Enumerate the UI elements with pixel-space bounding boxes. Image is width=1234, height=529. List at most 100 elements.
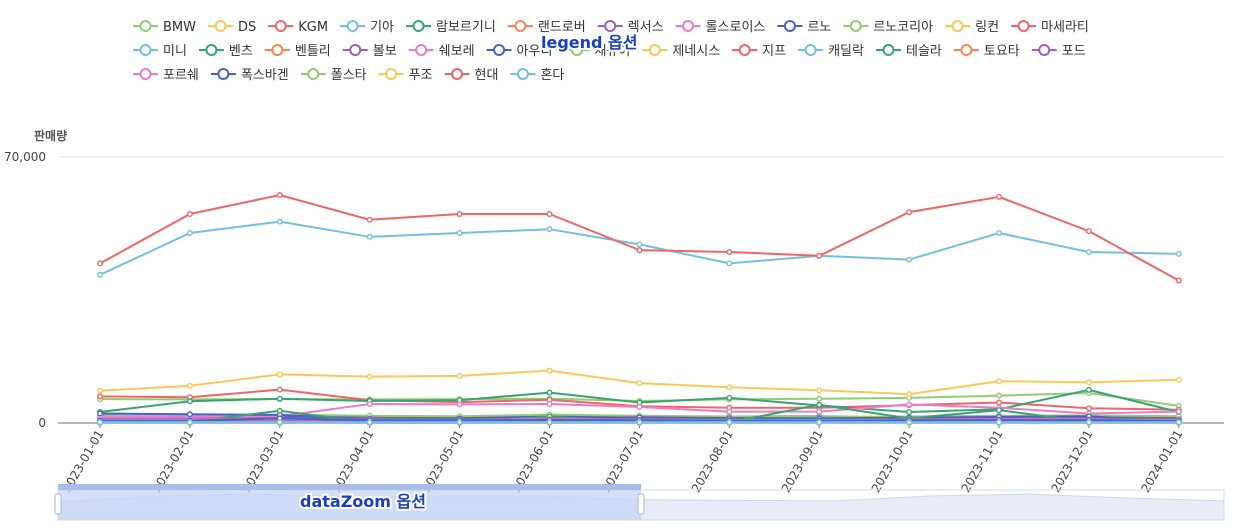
legend-item-현대[interactable]: 현대 <box>444 68 499 83</box>
data-point[interactable] <box>276 386 283 393</box>
data-point[interactable] <box>906 419 913 426</box>
data-point[interactable] <box>996 229 1003 236</box>
data-point[interactable] <box>636 404 643 411</box>
data-point[interactable] <box>186 210 193 217</box>
data-point[interactable] <box>276 407 283 414</box>
data-point[interactable] <box>906 209 913 216</box>
data-point[interactable] <box>906 256 913 263</box>
data-point[interactable] <box>636 419 643 426</box>
data-point[interactable] <box>636 247 643 254</box>
legend-item-포드[interactable]: 포드 <box>1031 44 1086 59</box>
datazoom-range-bar[interactable] <box>58 484 641 490</box>
data-point[interactable] <box>366 419 373 426</box>
data-point[interactable] <box>816 252 823 259</box>
data-point[interactable] <box>816 395 823 402</box>
legend-item-지프[interactable]: 지프 <box>732 44 786 59</box>
data-point[interactable] <box>186 398 193 405</box>
legend-item-캐딜락[interactable]: 캐딜락 <box>798 44 864 59</box>
data-point[interactable] <box>96 393 103 400</box>
data-point[interactable] <box>1085 419 1092 426</box>
data-point[interactable] <box>276 218 283 225</box>
data-point[interactable] <box>546 226 553 233</box>
legend-item-르노코리아[interactable]: 르노코리아 <box>843 20 933 35</box>
legend-item-미니[interactable]: 미니 <box>133 44 187 59</box>
data-point[interactable] <box>546 389 553 396</box>
legend-item-아우디[interactable]: 아우디 <box>486 44 553 59</box>
data-point[interactable] <box>816 387 823 394</box>
data-point[interactable] <box>186 411 193 418</box>
data-point[interactable] <box>996 378 1003 385</box>
legend-item-제네시스[interactable]: 제네시스 <box>642 44 720 59</box>
data-point[interactable] <box>996 407 1003 414</box>
data-point[interactable] <box>996 399 1003 406</box>
data-point[interactable] <box>96 410 103 417</box>
data-point[interactable] <box>996 392 1003 399</box>
data-point[interactable] <box>366 373 373 380</box>
data-point[interactable] <box>906 391 913 398</box>
data-point[interactable] <box>456 401 463 408</box>
data-point[interactable] <box>816 408 823 415</box>
legend-item-쉐보레[interactable]: 쉐보레 <box>408 44 475 59</box>
data-point[interactable] <box>1175 419 1182 426</box>
data-point[interactable] <box>726 384 733 391</box>
legend-item-포르쉐[interactable]: 포르쉐 <box>133 68 199 83</box>
legend-item-롤스로이스[interactable]: 롤스로이스 <box>675 20 766 35</box>
data-point[interactable] <box>96 260 103 267</box>
data-point[interactable] <box>366 216 373 223</box>
data-point[interactable] <box>1175 408 1182 415</box>
data-point[interactable] <box>1085 228 1092 235</box>
data-point[interactable] <box>996 193 1003 200</box>
data-point[interactable] <box>276 371 283 378</box>
data-point[interactable] <box>906 401 913 408</box>
legend-item-푸조[interactable]: 푸조 <box>378 68 433 83</box>
legend-item-BMW[interactable]: BMW <box>133 20 196 35</box>
legend-item-링컨[interactable]: 링컨 <box>945 20 999 35</box>
data-point[interactable] <box>1175 250 1182 257</box>
data-point[interactable] <box>1085 379 1092 386</box>
data-point[interactable] <box>276 395 283 402</box>
legend-item-폭스바겐[interactable]: 폭스바겐 <box>210 68 289 83</box>
data-point[interactable] <box>186 419 193 426</box>
data-point[interactable] <box>726 394 733 401</box>
data-point[interactable] <box>1175 277 1182 284</box>
data-point[interactable] <box>456 210 463 217</box>
legend-item-람보르기니[interactable]: 람보르기니 <box>406 20 496 35</box>
legend-item-폴스타[interactable]: 폴스타 <box>300 68 367 83</box>
data-point[interactable] <box>636 380 643 387</box>
data-point[interactable] <box>726 260 733 267</box>
data-point[interactable] <box>546 401 553 408</box>
data-point[interactable] <box>186 229 193 236</box>
legend-item-벤틀리[interactable]: 벤틀리 <box>264 44 331 59</box>
data-point[interactable] <box>816 401 823 408</box>
data-point[interactable] <box>96 387 103 394</box>
datazoom-handle-right[interactable] <box>637 493 645 515</box>
data-point[interactable] <box>1085 405 1092 412</box>
data-point[interactable] <box>726 419 733 426</box>
data-point[interactable] <box>906 409 913 416</box>
data-point[interactable] <box>1175 376 1182 383</box>
legend-item-혼다[interactable]: 혼다 <box>510 68 564 83</box>
data-point[interactable] <box>456 372 463 379</box>
data-point[interactable] <box>726 248 733 255</box>
legend-item-KGM[interactable]: KGM <box>268 20 328 35</box>
data-point[interactable] <box>366 233 373 240</box>
legend-item-볼보[interactable]: 볼보 <box>342 44 397 59</box>
data-point[interactable] <box>726 408 733 415</box>
data-point[interactable] <box>546 419 553 426</box>
legend-item-테슬라[interactable]: 테슬라 <box>875 44 942 59</box>
data-point[interactable] <box>276 419 283 426</box>
datazoom-slider[interactable] <box>54 484 1225 521</box>
data-point[interactable] <box>186 382 193 389</box>
legend-item-마세라티[interactable]: 마세라티 <box>1011 20 1089 35</box>
legend-item-DS[interactable]: DS <box>208 20 256 35</box>
data-point[interactable] <box>1085 386 1092 393</box>
legend-item-재규어[interactable]: 재규어 <box>564 44 630 59</box>
legend-item-벤츠[interactable]: 벤츠 <box>198 44 253 59</box>
data-point[interactable] <box>276 191 283 198</box>
data-point[interactable] <box>96 419 103 426</box>
data-point[interactable] <box>96 271 103 278</box>
datazoom-handle-left[interactable] <box>54 493 62 515</box>
data-point[interactable] <box>546 210 553 217</box>
legend-item-렉서스[interactable]: 렉서스 <box>597 20 664 35</box>
data-point[interactable] <box>546 367 553 374</box>
